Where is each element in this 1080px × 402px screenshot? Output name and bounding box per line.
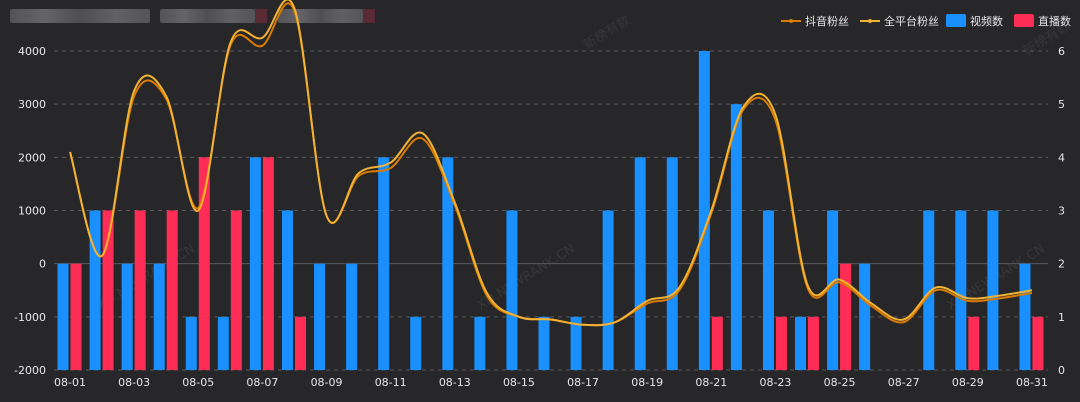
video-count-bar — [762, 210, 774, 370]
legend-label: 视频数 — [970, 14, 1003, 28]
x-tick-label: 08-29 — [952, 376, 984, 389]
x-tick-label: 08-31 — [1016, 376, 1048, 389]
y-right-tick-label: 3 — [1058, 205, 1065, 218]
live-count-bar — [968, 316, 980, 370]
x-tick-label: 08-23 — [759, 376, 791, 389]
y-right-tick-label: 1 — [1058, 311, 1065, 324]
all-platform-fans-line — [69, 0, 1033, 327]
x-tick-label: 08-17 — [567, 376, 599, 389]
x-tick-label: 08-09 — [311, 376, 343, 389]
x-tick-label: 08-25 — [824, 376, 856, 389]
y-left-tick-label: 4000 — [18, 45, 46, 58]
x-tick-label: 08-03 — [118, 376, 150, 389]
video-count-bar — [217, 316, 229, 370]
live-count-bar — [166, 210, 178, 370]
legend-bar-swatch — [1014, 14, 1034, 27]
legend-line-marker — [868, 19, 872, 23]
video-count-bar — [666, 157, 678, 370]
live-count-bar — [294, 316, 306, 370]
legend-lives: 直播数 — [1014, 14, 1071, 28]
y-left-tick-label: -2000 — [14, 364, 46, 377]
live-count-bar — [70, 263, 82, 370]
video-count-bar — [698, 51, 710, 370]
video-count-bar — [281, 210, 293, 370]
blurred-title-accent-1 — [255, 9, 267, 23]
video-count-bar — [602, 210, 614, 370]
y-right-tick-label: 0 — [1058, 364, 1065, 377]
x-tick-label: 08-11 — [375, 376, 407, 389]
video-count-bar — [346, 263, 358, 370]
y-left-tick-label: 2000 — [18, 151, 46, 164]
y-left-tick-label: 1000 — [18, 205, 46, 218]
video-count-bar — [987, 210, 999, 370]
x-tick-label: 08-07 — [246, 376, 278, 389]
legend-label: 抖音粉丝 — [805, 14, 849, 28]
x-tick-label: 08-27 — [888, 376, 920, 389]
video-count-bar — [827, 210, 839, 370]
live-count-bar — [134, 210, 146, 370]
live-count-bar — [1032, 316, 1044, 370]
y-right-tick-label: 4 — [1058, 151, 1065, 164]
video-count-bar — [506, 210, 518, 370]
douyin-fans-line — [69, 2, 1033, 327]
y-left-tick-label: 3000 — [18, 98, 46, 111]
x-tick-label: 08-15 — [503, 376, 535, 389]
live-count-bar — [711, 316, 723, 370]
video-count-bar — [634, 157, 646, 370]
live-count-bar — [840, 263, 852, 370]
live-count-bar — [198, 157, 210, 370]
blurred-title-accent-2 — [363, 9, 375, 23]
video-count-bar — [474, 316, 486, 370]
x-tick-label: 08-13 — [439, 376, 471, 389]
legend-douyin-fans: 抖音粉丝 — [781, 14, 849, 28]
legend-label: 全平台粉丝 — [884, 14, 939, 28]
legend-bar-swatch — [946, 14, 966, 27]
video-count-bar — [185, 316, 197, 370]
video-count-bar — [410, 316, 422, 370]
live-count-bar — [262, 157, 274, 370]
legend-line-marker — [789, 19, 793, 23]
live-count-bar — [808, 316, 820, 370]
y-left-tick-label: 0 — [39, 258, 46, 271]
video-count-bar — [955, 210, 967, 370]
y-right-tick-label: 2 — [1058, 258, 1065, 271]
legend-all-platform-fans: 全平台粉丝 — [860, 14, 939, 28]
x-tick-label: 08-21 — [695, 376, 727, 389]
video-count-bar — [314, 263, 326, 370]
blurred-title-segment-3 — [278, 9, 363, 23]
y-left-tick-label: -1000 — [14, 311, 46, 324]
x-tick-label: 08-05 — [182, 376, 214, 389]
live-count-bar — [775, 316, 787, 370]
blurred-title-segment-2 — [160, 9, 255, 23]
video-count-bar — [442, 157, 454, 370]
video-count-bar — [249, 157, 261, 370]
legend: 抖音粉丝 全平台粉丝 视频数 直播数 — [781, 14, 1071, 28]
video-count-bar — [378, 157, 390, 370]
y-right-tick-label: 5 — [1058, 98, 1065, 111]
video-count-bar — [538, 316, 550, 370]
video-count-bar — [923, 210, 935, 370]
legend-label: 直播数 — [1038, 14, 1071, 28]
video-count-bar — [121, 263, 133, 370]
x-tick-label: 08-01 — [54, 376, 86, 389]
live-count-bar — [102, 210, 114, 370]
video-count-bar — [570, 316, 582, 370]
video-count-bar — [153, 263, 165, 370]
legend-videos: 视频数 — [946, 14, 1003, 28]
x-tick-label: 08-19 — [631, 376, 663, 389]
live-count-bar — [230, 210, 242, 370]
video-count-bar — [89, 210, 101, 370]
video-count-bar — [1019, 263, 1031, 370]
video-count-bar — [57, 263, 69, 370]
video-count-bar — [859, 263, 871, 370]
y-right-tick-label: 6 — [1058, 45, 1065, 58]
video-count-bar — [795, 316, 807, 370]
video-count-bar — [730, 104, 742, 371]
blurred-title-segment-1 — [10, 9, 150, 23]
